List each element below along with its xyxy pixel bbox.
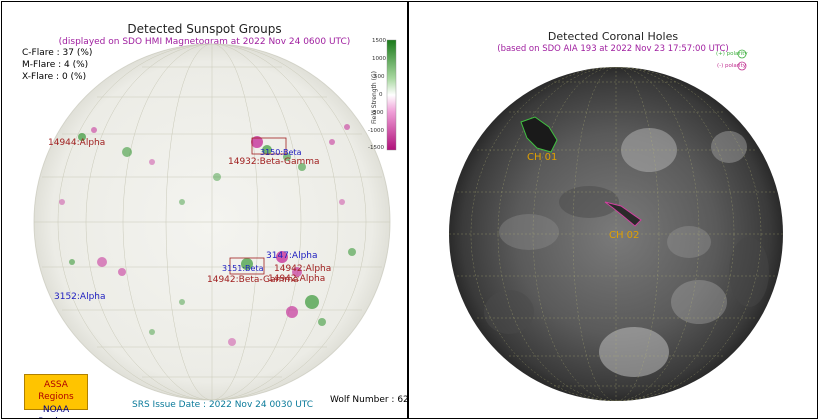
region-box-14932	[251, 137, 287, 155]
colorbar-tick: 500	[374, 74, 385, 80]
heliographic-grid	[34, 44, 390, 400]
region-label-14932: 14932:Beta-Gamma	[228, 157, 320, 167]
legend-positive: (+) polarity	[716, 51, 748, 57]
sunspot-subtitle: (displayed on SDO HMI Magnetogram at 202…	[58, 37, 351, 47]
coronal-hole-ch02-label: CH 02	[609, 230, 640, 241]
coronal-hole-panel: Detected Coronal Holes (based on SDO AIA…	[408, 1, 818, 419]
coronal-subtitle: (based on SDO AIA 193 at 2022 Nov 23 17:…	[497, 44, 729, 54]
aia193-image	[449, 49, 783, 401]
magnetogram-image	[33, 39, 397, 401]
x-flare-probability: X-Flare : 0 (%)	[22, 72, 87, 82]
region-legend: ASSA Regions NOAA Regions	[24, 374, 88, 418]
c-flare-probability: C-Flare : 37 (%)	[22, 48, 93, 58]
legend-assa: ASSA Regions	[38, 380, 74, 402]
region-label-3150: 3150:Beta	[260, 148, 302, 157]
colorbar-tick: -1000	[368, 128, 384, 134]
region-label-14942-c: 14942:Beta-Gamma	[207, 275, 299, 285]
coronal-hole-ch01-contour	[520, 116, 558, 153]
coronal-hole-ch02-contour	[604, 201, 642, 227]
coronal-hole-ch01-label: CH 01	[527, 152, 558, 163]
colorbar-tick: 1500	[372, 38, 386, 44]
field-strength-colorbar	[386, 39, 397, 151]
legend-noaa: NOAA Regions	[38, 405, 74, 418]
heliographic-grid-euv	[449, 67, 783, 401]
srs-issue-date: SRS Issue Date : 2022 Nov 24 0030 UTC	[132, 400, 314, 410]
magnetic-flux-patches	[59, 124, 356, 346]
colorbar-tick: -1500	[368, 145, 384, 151]
sunspot-panel: Detected Sunspot Groups (displayed on SD…	[1, 1, 408, 419]
legend-negative: (-) polarity	[717, 63, 746, 69]
region-label-3151: 3151:Beta	[222, 264, 264, 273]
region-label-14942-b: 14942:Alpha	[268, 274, 326, 284]
wolf-number: Wolf Number : 62	[330, 395, 408, 405]
coronal-title: Detected Coronal Holes	[547, 30, 679, 43]
colorbar-tick: 0	[379, 92, 383, 98]
region-box-14942	[229, 257, 265, 275]
positive-polarity-icon	[737, 49, 747, 59]
m-flare-probability: M-Flare : 4 (%)	[22, 60, 89, 70]
colorbar-tick: 1000	[372, 56, 386, 62]
region-label-3152: 3152:Alpha	[54, 292, 106, 302]
negative-polarity-icon	[737, 61, 747, 71]
sunspot-title: Detected Sunspot Groups	[127, 22, 282, 36]
region-label-14942-a: 14942:Alpha	[274, 264, 332, 274]
euv-texture	[484, 128, 769, 377]
region-label-14944: 14944:Alpha	[48, 138, 106, 148]
region-label-3147: 3147:Alpha	[266, 251, 318, 261]
colorbar-tick: -500	[371, 110, 384, 116]
